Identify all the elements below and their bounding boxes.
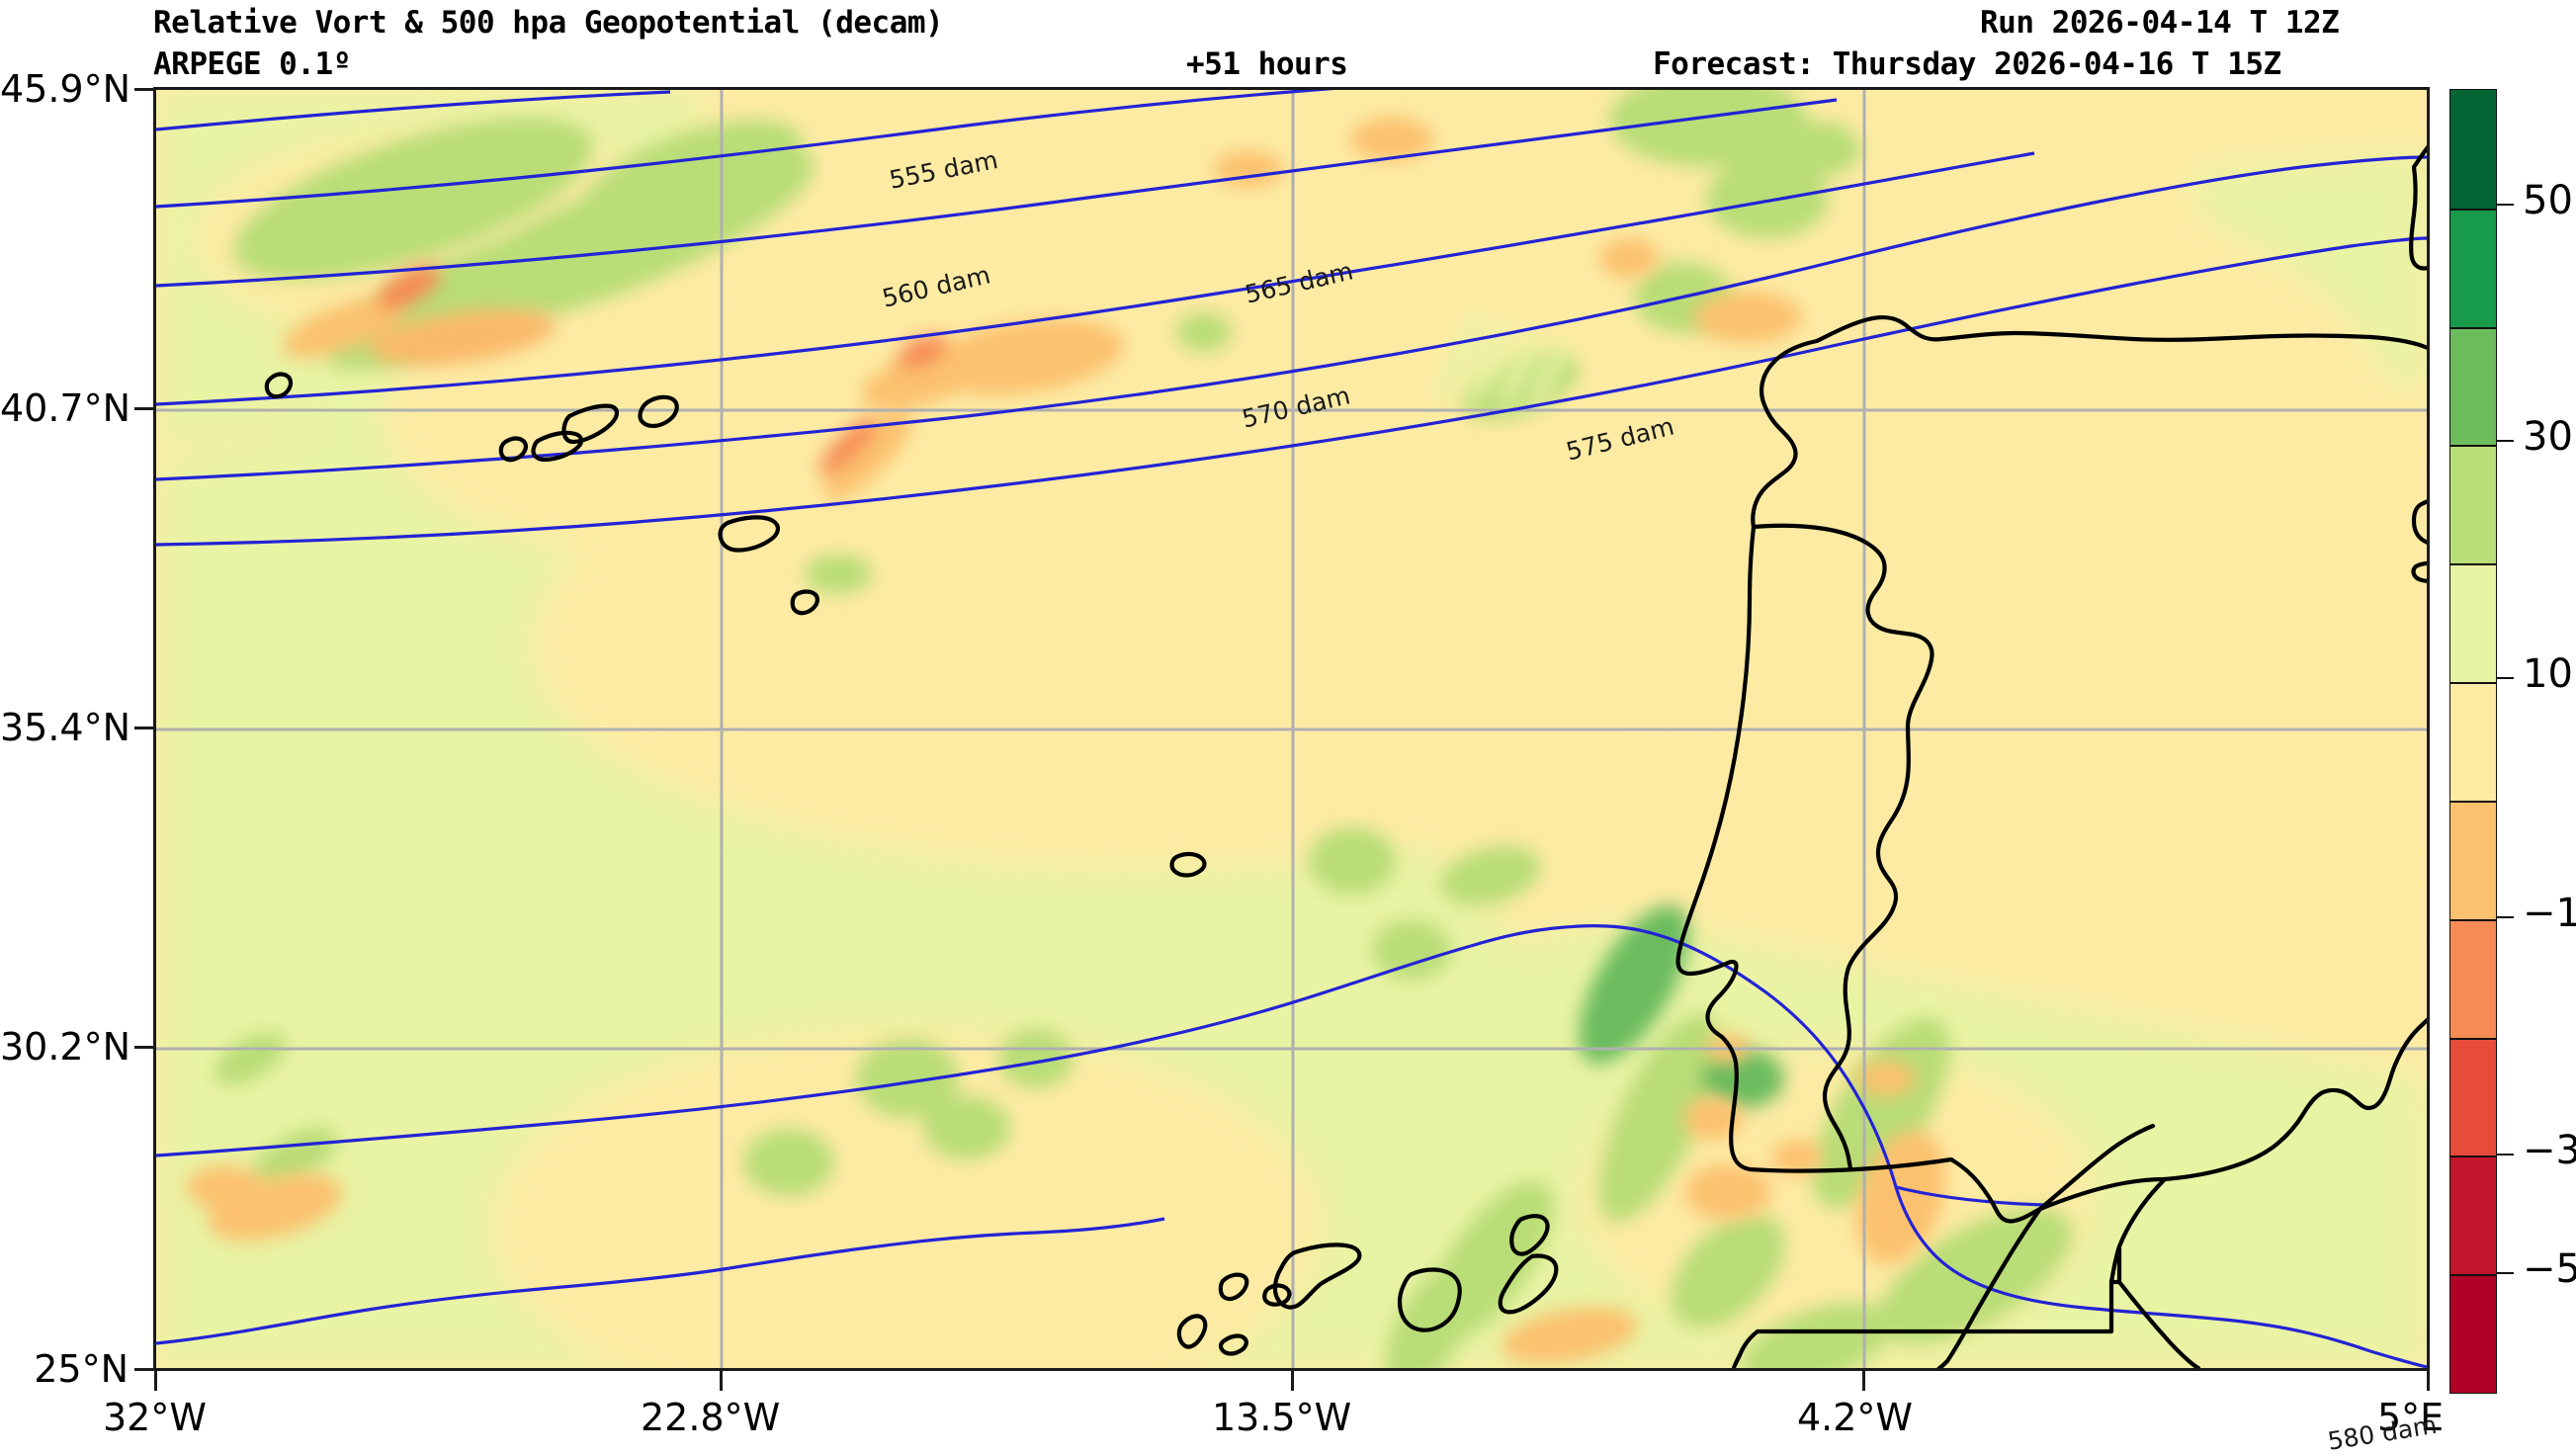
ytick-mark [134, 88, 154, 91]
ytick-label-0: 45.9°N [0, 67, 131, 111]
ytick-mark [134, 727, 154, 729]
chart-header: Relative Vort & 500 hpa Geopotential (de… [0, 0, 2576, 87]
colorbar-segment [2450, 1274, 2496, 1393]
map-plot-area [153, 87, 2430, 1371]
colorbar-tick-mark [2497, 1154, 2514, 1156]
colorbar-tick-label: −30 [2523, 1128, 2576, 1173]
xtick-mark [720, 1371, 723, 1391]
colorbar-segment [2450, 800, 2496, 919]
ytick-label-3: 30.2°N [0, 1025, 131, 1069]
xtick-mark [1291, 1371, 1294, 1391]
ytick-label-2: 35.4°N [0, 706, 131, 749]
lead-time-label: +51 hours [1186, 46, 1348, 82]
coastlines [264, 144, 2427, 1368]
geopotential-contours [156, 90, 2427, 1368]
colorbar-segment [2450, 326, 2496, 446]
weather-map-canvas [156, 90, 2427, 1368]
colorbar-segment [2450, 90, 2496, 209]
xtick-mark [2427, 1371, 2430, 1391]
colorbar-tick-label: −50 [2523, 1246, 2576, 1292]
colorbar-tick-mark [2497, 1272, 2514, 1274]
xtick-mark [1862, 1371, 1865, 1391]
ytick-label-1: 40.7°N [0, 386, 131, 430]
colorbar-tick-mark [2497, 677, 2514, 679]
colorbar-segment [2450, 563, 2496, 683]
xtick-label-3: 4.2°W [1797, 1396, 1914, 1439]
colorbar-tick-mark [2497, 440, 2514, 442]
ytick-mark [134, 1368, 154, 1371]
colorbar-tick-label: 50 [2523, 178, 2573, 223]
ytick-mark [134, 1046, 154, 1049]
page-title: Relative Vort & 500 hpa Geopotential (de… [153, 5, 944, 41]
colorbar-segment [2450, 1156, 2496, 1275]
ytick-label-4: 25°N [34, 1347, 129, 1391]
colorbar-tick-label: 30 [2523, 414, 2573, 460]
xtick-label-0: 32°W [103, 1396, 207, 1439]
colorbar-segment [2450, 208, 2496, 327]
colorbar-segment [2450, 682, 2496, 801]
forecast-valid-label: Forecast: Thursday 2026-04-16 T 15Z [1653, 46, 2281, 82]
colorbar-tick-mark [2497, 916, 2514, 918]
colorbar [2449, 89, 2497, 1394]
ytick-mark [134, 407, 154, 410]
colorbar-tick-label: 10 [2523, 651, 2573, 697]
xtick-label-2: 13.5°W [1212, 1396, 1352, 1439]
graticule-gridlines [156, 90, 2427, 1368]
xtick-label-4: 5°E [2377, 1396, 2445, 1439]
colorbar-segment [2450, 445, 2496, 564]
colorbar-tick-mark [2497, 204, 2514, 206]
xtick-label-1: 22.8°W [641, 1396, 781, 1439]
xtick-mark [154, 1371, 157, 1391]
colorbar-segment [2450, 918, 2496, 1038]
colorbar-tick-label: −10 [2523, 891, 2576, 936]
model-label: ARPEGE 0.1º [153, 46, 351, 82]
colorbar-segment [2450, 1037, 2496, 1156]
run-timestamp-label: Run 2026-04-14 T 12Z [1980, 5, 2340, 41]
